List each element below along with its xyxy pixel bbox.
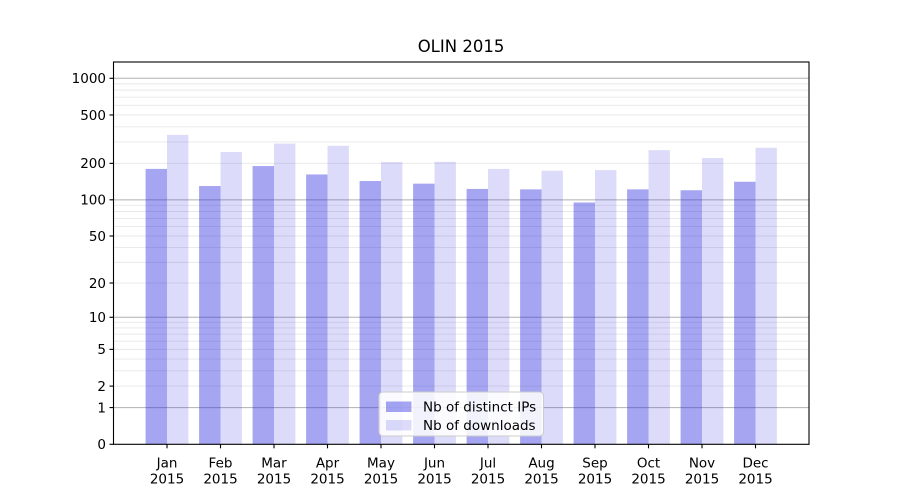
x-tick-label-year: 2015	[471, 472, 505, 488]
legend-label: Nb of distinct IPs	[423, 400, 536, 416]
x-tick-label-month: Dec	[742, 456, 768, 472]
y-axis-ticks: 0 1 2 5 10 20 50 100 200 500 1000	[72, 71, 114, 453]
bar-downloads	[595, 170, 617, 445]
x-tick-label-year: 2015	[578, 472, 612, 488]
x-tick-label-month: Aug	[528, 456, 554, 472]
bar-downloads	[220, 152, 242, 445]
y-tick-label: 5	[97, 342, 106, 358]
bars	[145, 134, 777, 445]
x-tick-label-month: Feb	[209, 456, 233, 472]
bar-downloads	[488, 168, 510, 445]
bar-distinct-ips	[306, 174, 328, 445]
x-tick-label-year: 2015	[631, 472, 665, 488]
x-tick-label-month: Apr	[316, 456, 340, 472]
x-tick-label-year: 2015	[685, 472, 719, 488]
bar-downloads	[755, 147, 777, 445]
bar-distinct-ips	[573, 202, 595, 445]
y-tick-label: 20	[89, 276, 106, 292]
x-tick-label-year: 2015	[203, 472, 237, 488]
x-tick-label-year: 2015	[417, 472, 451, 488]
bar-distinct-ips	[199, 186, 221, 445]
bar-downloads	[434, 161, 456, 445]
legend: Nb of distinct IPs Nb of downloads	[378, 391, 544, 437]
x-tick-label-month: Nov	[689, 456, 715, 472]
x-tick-label-month: May	[367, 456, 395, 472]
x-tick-label-month: Jan	[156, 456, 178, 472]
bar-distinct-ips	[627, 189, 649, 445]
bar-distinct-ips	[520, 189, 542, 445]
x-tick-label-month: Mar	[261, 456, 287, 472]
y-tick-label: 500	[80, 108, 106, 124]
legend-box	[378, 391, 544, 437]
bar-distinct-ips	[466, 188, 488, 445]
y-tick-label: 200	[80, 156, 106, 172]
bar-distinct-ips	[252, 166, 274, 445]
y-tick-label: 100	[80, 193, 106, 209]
bar-downloads	[167, 134, 189, 445]
x-axis-ticks: Jan2015Feb2015Mar2015Apr2015May2015Jun20…	[150, 444, 773, 488]
legend-label: Nb of downloads	[423, 418, 536, 434]
x-tick-label-month: Oct	[637, 456, 660, 472]
plot-border-group	[112, 61, 810, 445]
x-tick-label-year: 2015	[524, 472, 558, 488]
bar-downloads	[702, 158, 724, 445]
x-tick-label-year: 2015	[257, 472, 291, 488]
gridlines-minor	[113, 83, 809, 387]
y-tick-label: 0	[97, 437, 106, 453]
y-tick-label: 10	[89, 310, 106, 326]
bar-distinct-ips	[145, 168, 167, 445]
legend-swatch	[386, 401, 412, 412]
bar-distinct-ips	[359, 181, 381, 445]
y-tick-label: 50	[89, 229, 106, 245]
legend-swatch	[386, 420, 412, 431]
y-tick-label: 2	[97, 379, 106, 395]
chart-title: OLIN 2015	[418, 37, 505, 56]
x-tick-label-month: Jun	[423, 456, 445, 472]
x-tick-label-year: 2015	[364, 472, 398, 488]
bar-downloads	[648, 150, 670, 445]
bar-distinct-ips	[680, 190, 702, 445]
y-tick-label: 1	[97, 400, 106, 416]
bar-downloads	[381, 162, 403, 445]
bar-downloads	[541, 170, 563, 445]
y-tick-label: 1000	[72, 71, 106, 87]
x-tick-label-year: 2015	[150, 472, 184, 488]
x-tick-label-month: Jul	[479, 456, 496, 472]
x-tick-label-year: 2015	[310, 472, 344, 488]
plot-border	[112, 61, 810, 445]
bar-distinct-ips	[413, 183, 435, 445]
x-tick-label-year: 2015	[738, 472, 772, 488]
x-tick-label-month: Sep	[582, 456, 607, 472]
bar-downloads	[327, 145, 349, 445]
bar-downloads	[274, 143, 296, 445]
bar-distinct-ips	[734, 181, 756, 445]
